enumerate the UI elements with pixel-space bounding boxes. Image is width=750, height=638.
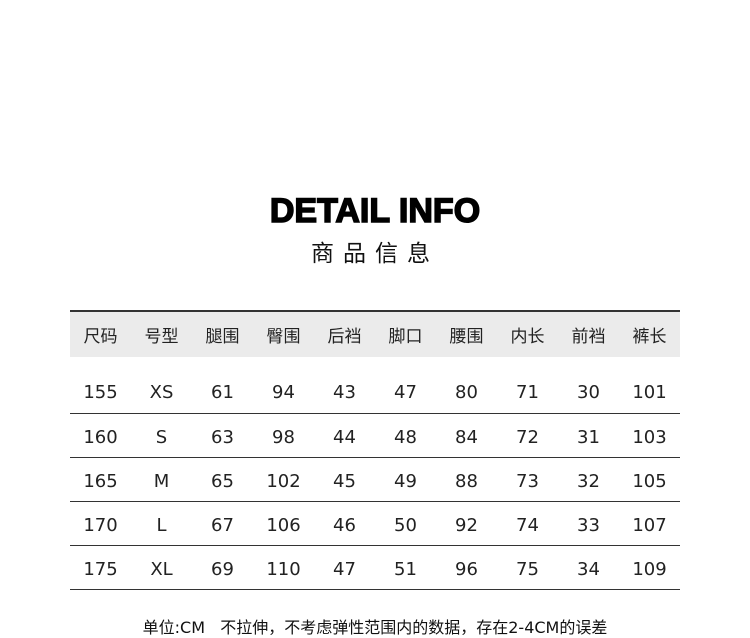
table-cell: 50 [394,514,417,536]
table-cell: 32 [577,470,600,492]
table-cell: 165 [83,470,118,492]
table-cell: 170 [83,514,118,536]
column-header: 裤长 [632,327,667,347]
table-cell: L [156,514,167,536]
measurement-note: 单位:CM 不拉伸，不考虑弹性范围内的数据，存在2-4CM的误差 [142,618,608,637]
column-header: 腰围 [449,327,484,347]
table-cell: 67 [211,514,234,536]
table-row: 155 XS 61 94 43 47 80 71 30 101 [70,357,680,413]
table-cell: 44 [333,426,356,448]
table-cell: 101 [632,382,667,404]
table-row: 175 XL 69 110 47 51 96 75 34 109 [70,545,680,589]
table-cell: 92 [455,514,478,536]
column-header: 腿围 [205,327,240,347]
table-row: 165 M 65 102 45 49 88 73 32 105 [70,457,680,501]
table-cell: 110 [266,558,301,580]
table-cell: 175 [83,558,118,580]
table-cell: 107 [632,514,667,536]
table-cell: 72 [516,426,539,448]
table-cell: 63 [211,426,234,448]
table-cell: 69 [211,558,234,580]
column-header: 后裆 [327,327,362,347]
table-cell: 75 [516,558,539,580]
table-row: 170 L 67 106 46 50 92 74 33 107 [70,501,680,545]
size-table: 尺码 号型 腿围 臀围 后裆 脚口 腰围 内长 前裆 裤长 155 XS 61 94 43 47 80 71 30… [70,310,680,590]
table-cell: XS [149,382,174,404]
table-cell: 71 [516,382,539,404]
table-cell: 105 [632,470,667,492]
table-cell: 103 [632,426,667,448]
column-header: 尺码 [83,327,118,347]
table-cell: 98 [272,426,295,448]
table-cell: 49 [394,470,417,492]
table-cell: M [153,470,170,492]
table-cell: 94 [272,382,295,404]
column-header: 内长 [510,327,545,347]
table-cell: 61 [211,382,234,404]
table-cell: 65 [211,470,234,492]
table-cell: 34 [577,558,600,580]
table-cell: 43 [333,382,356,404]
table-cell: 96 [455,558,478,580]
table-cell: 109 [632,558,667,580]
table-row: 160 S 63 98 44 48 84 72 31 103 [70,413,680,457]
table-cell: 155 [83,382,118,404]
page-subtitle: 商品信息 [311,241,439,267]
column-header: 前裆 [571,327,606,347]
column-header: 号型 [144,327,179,347]
table-cell: 30 [577,382,600,404]
table-cell: 73 [516,470,539,492]
table-header: 尺码 号型 腿围 臀围 后裆 脚口 腰围 内长 前裆 裤长 [70,311,680,357]
table-cell: 31 [577,426,600,448]
table-cell: 88 [455,470,478,492]
table-cell: XL [150,558,173,580]
table-cell: 106 [266,514,301,536]
table-cell: 47 [333,558,356,580]
table-cell: 47 [394,382,417,404]
table-cell: 46 [333,514,356,536]
table-cell: 74 [516,514,539,536]
table-cell: 84 [455,426,478,448]
table-cell: 160 [83,426,118,448]
table-cell: 51 [394,558,417,580]
page-title: DETAIL INFO [269,191,481,231]
table-cell: S [155,426,168,448]
table-cell: 102 [266,470,301,492]
table-cell: 48 [394,426,417,448]
column-header: 脚口 [388,327,423,347]
table-cell: 45 [333,470,356,492]
column-header: 臀围 [266,327,301,347]
table-cell: 33 [577,514,600,536]
table-cell: 80 [455,382,478,404]
